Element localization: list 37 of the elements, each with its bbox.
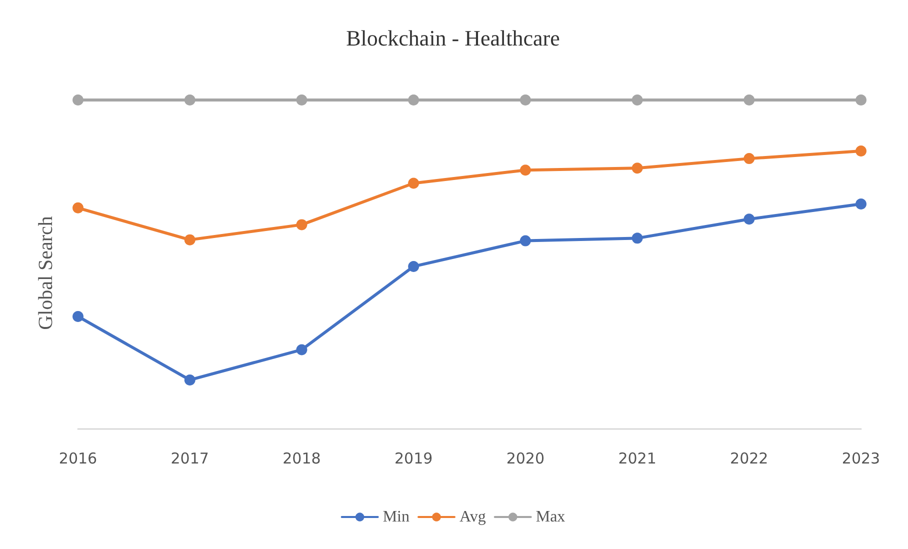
x-tick-label: 2018 — [282, 450, 321, 468]
point — [744, 153, 755, 164]
point — [296, 219, 308, 230]
point — [408, 178, 420, 189]
point — [72, 310, 84, 322]
chart-title: Blockchain - Healthcare — [346, 26, 560, 50]
point — [632, 162, 643, 174]
point — [856, 94, 866, 106]
x-tick-label: 2020 — [506, 450, 545, 468]
point — [408, 260, 420, 272]
legend-label: Avg — [459, 508, 486, 526]
point — [296, 94, 308, 106]
point — [72, 94, 84, 106]
point — [408, 94, 420, 106]
x-tick-label: 2021 — [618, 450, 656, 468]
x-tick-label: 2019 — [394, 450, 433, 468]
x-tick-label: 2022 — [730, 450, 768, 468]
point — [296, 344, 308, 356]
point — [184, 94, 196, 106]
point — [520, 94, 531, 106]
point — [184, 234, 196, 246]
point — [520, 235, 531, 246]
point — [632, 232, 643, 244]
y-axis-title: Global Search — [35, 216, 57, 330]
legend-label: Min — [382, 508, 410, 526]
point — [744, 214, 755, 225]
point — [184, 374, 196, 386]
point — [520, 164, 531, 176]
point — [72, 202, 84, 214]
legend-label: Max — [536, 508, 566, 526]
point — [744, 94, 755, 106]
x-tick-label: 2023 — [842, 450, 880, 468]
point — [632, 94, 643, 106]
point — [856, 146, 866, 156]
x-tick-label: 2016 — [58, 450, 98, 468]
x-tick-label: 2017 — [170, 450, 209, 468]
point — [856, 198, 866, 210]
